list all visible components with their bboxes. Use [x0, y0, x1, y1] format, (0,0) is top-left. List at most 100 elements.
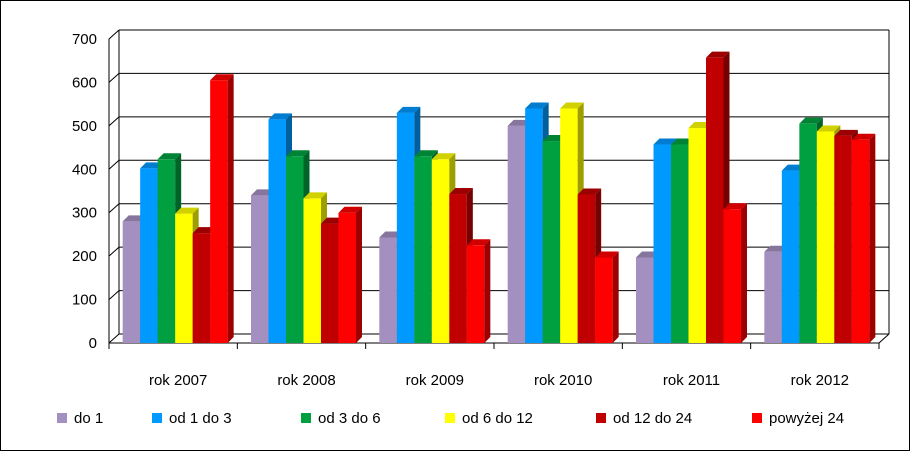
- y-tick-label: 700: [72, 31, 97, 48]
- legend-label: do 1: [74, 410, 103, 427]
- bar-top: [816, 125, 841, 132]
- bar-side: [356, 206, 362, 343]
- axes: 0 100 200 300 400 500 600 700 rok 2007 rok 2008 ro…: [72, 31, 890, 389]
- bar-top: [653, 138, 677, 145]
- gridline-diagonal: [108, 73, 120, 83]
- bar-front: [723, 209, 741, 343]
- bar-front: [192, 233, 211, 343]
- bar-front: [122, 221, 141, 343]
- bar-top: [175, 207, 199, 214]
- bar-front: [577, 194, 596, 343]
- bar-top: [268, 113, 292, 120]
- bar-front: [466, 245, 485, 343]
- bar-front: [834, 135, 852, 343]
- y-tick-label: 100: [72, 292, 97, 309]
- legend-entry: od 3 do 6: [301, 410, 381, 427]
- bar-side: [741, 203, 747, 343]
- bar-front: [449, 194, 467, 343]
- bar-front: [851, 139, 870, 343]
- floor-right-edge: [878, 333, 890, 344]
- bar-top: [595, 251, 619, 258]
- bar-top: [338, 206, 362, 213]
- gridline-diagonal: [108, 159, 120, 170]
- bar-top: [706, 51, 730, 58]
- legend-entry: powyżej 24: [752, 410, 844, 427]
- bar-front: [286, 156, 304, 343]
- bar-front: [396, 112, 415, 343]
- y-tick-label: 200: [72, 248, 97, 265]
- legend-entry: do 1: [57, 410, 103, 427]
- bar: [723, 203, 747, 343]
- bar-top: [560, 102, 584, 109]
- bar: [338, 206, 362, 343]
- gridline-diagonal: [108, 290, 120, 300]
- bar-front: [636, 257, 654, 343]
- bar-top: [396, 106, 421, 113]
- bar-front: [542, 141, 561, 343]
- bar-top: [799, 117, 823, 124]
- legend-label: od 1 do 3: [169, 410, 232, 427]
- legend-swatch: [57, 413, 67, 423]
- bar-front: [303, 198, 321, 343]
- x-tick-label: rok 2009: [406, 372, 464, 389]
- bar-front: [157, 159, 176, 343]
- bar-top: [303, 192, 327, 199]
- bar-top: [449, 188, 473, 195]
- legend-swatch: [752, 413, 762, 423]
- legend-label: od 12 do 24: [613, 410, 692, 427]
- gridline-diagonal: [108, 333, 120, 344]
- bar: [210, 74, 234, 343]
- bar-front: [525, 108, 543, 343]
- bar-side: [227, 74, 234, 343]
- bar-top: [466, 239, 491, 246]
- legend-entry: od 6 do 12: [445, 410, 533, 427]
- bar-front: [251, 195, 269, 343]
- y-tick-label: 600: [72, 74, 97, 91]
- bar-front: [175, 213, 193, 343]
- x-tick-label: rok 2011: [663, 372, 720, 389]
- bar: [595, 251, 619, 343]
- bar-front: [140, 168, 158, 343]
- y-tick-label: 0: [89, 335, 97, 352]
- legend-swatch: [445, 413, 455, 423]
- bar-top: [723, 203, 747, 210]
- legend-swatch: [301, 413, 311, 423]
- legend: do 1 od 1 do 3 od 3 do 6 od 6 do 12 od 12 do…: [57, 410, 844, 427]
- bar-top: [414, 150, 438, 157]
- x-tick-label: rok 2010: [534, 372, 592, 389]
- bar-top: [286, 150, 310, 157]
- bar-top: [851, 133, 876, 140]
- bar-front: [764, 251, 782, 343]
- bar-front: [799, 123, 817, 343]
- legend-swatch: [152, 413, 162, 423]
- legend-label: od 3 do 6: [318, 410, 381, 427]
- bar-top: [157, 153, 182, 160]
- bar-front: [653, 144, 671, 343]
- legend-swatch: [596, 413, 606, 423]
- bar: [466, 239, 491, 343]
- y-tick-label: 300: [72, 205, 97, 222]
- gridline-diagonal: [108, 29, 120, 40]
- legend-label: od 6 do 12: [462, 410, 533, 427]
- bar-top: [210, 74, 234, 81]
- y-tick-label: 400: [72, 161, 97, 178]
- y-tick-label: 500: [72, 118, 97, 135]
- bars: [122, 51, 876, 344]
- bar-front: [706, 57, 724, 343]
- gridlines: [108, 29, 890, 344]
- bar-front: [688, 128, 706, 343]
- bar-side: [484, 239, 491, 343]
- bar-front: [507, 125, 526, 343]
- bar-top: [431, 153, 456, 160]
- x-tick-label: rok 2008: [277, 372, 335, 389]
- x-tick-label: rok 2007: [149, 372, 207, 389]
- bar-front: [560, 108, 578, 343]
- bar-front: [595, 257, 613, 343]
- bar-front: [414, 156, 432, 343]
- bar-top: [525, 102, 549, 109]
- bar-front: [816, 131, 835, 343]
- legend-entry: od 1 do 3: [152, 410, 232, 427]
- legend-entry: od 12 do 24: [596, 410, 692, 427]
- gridline-diagonal: [108, 203, 120, 214]
